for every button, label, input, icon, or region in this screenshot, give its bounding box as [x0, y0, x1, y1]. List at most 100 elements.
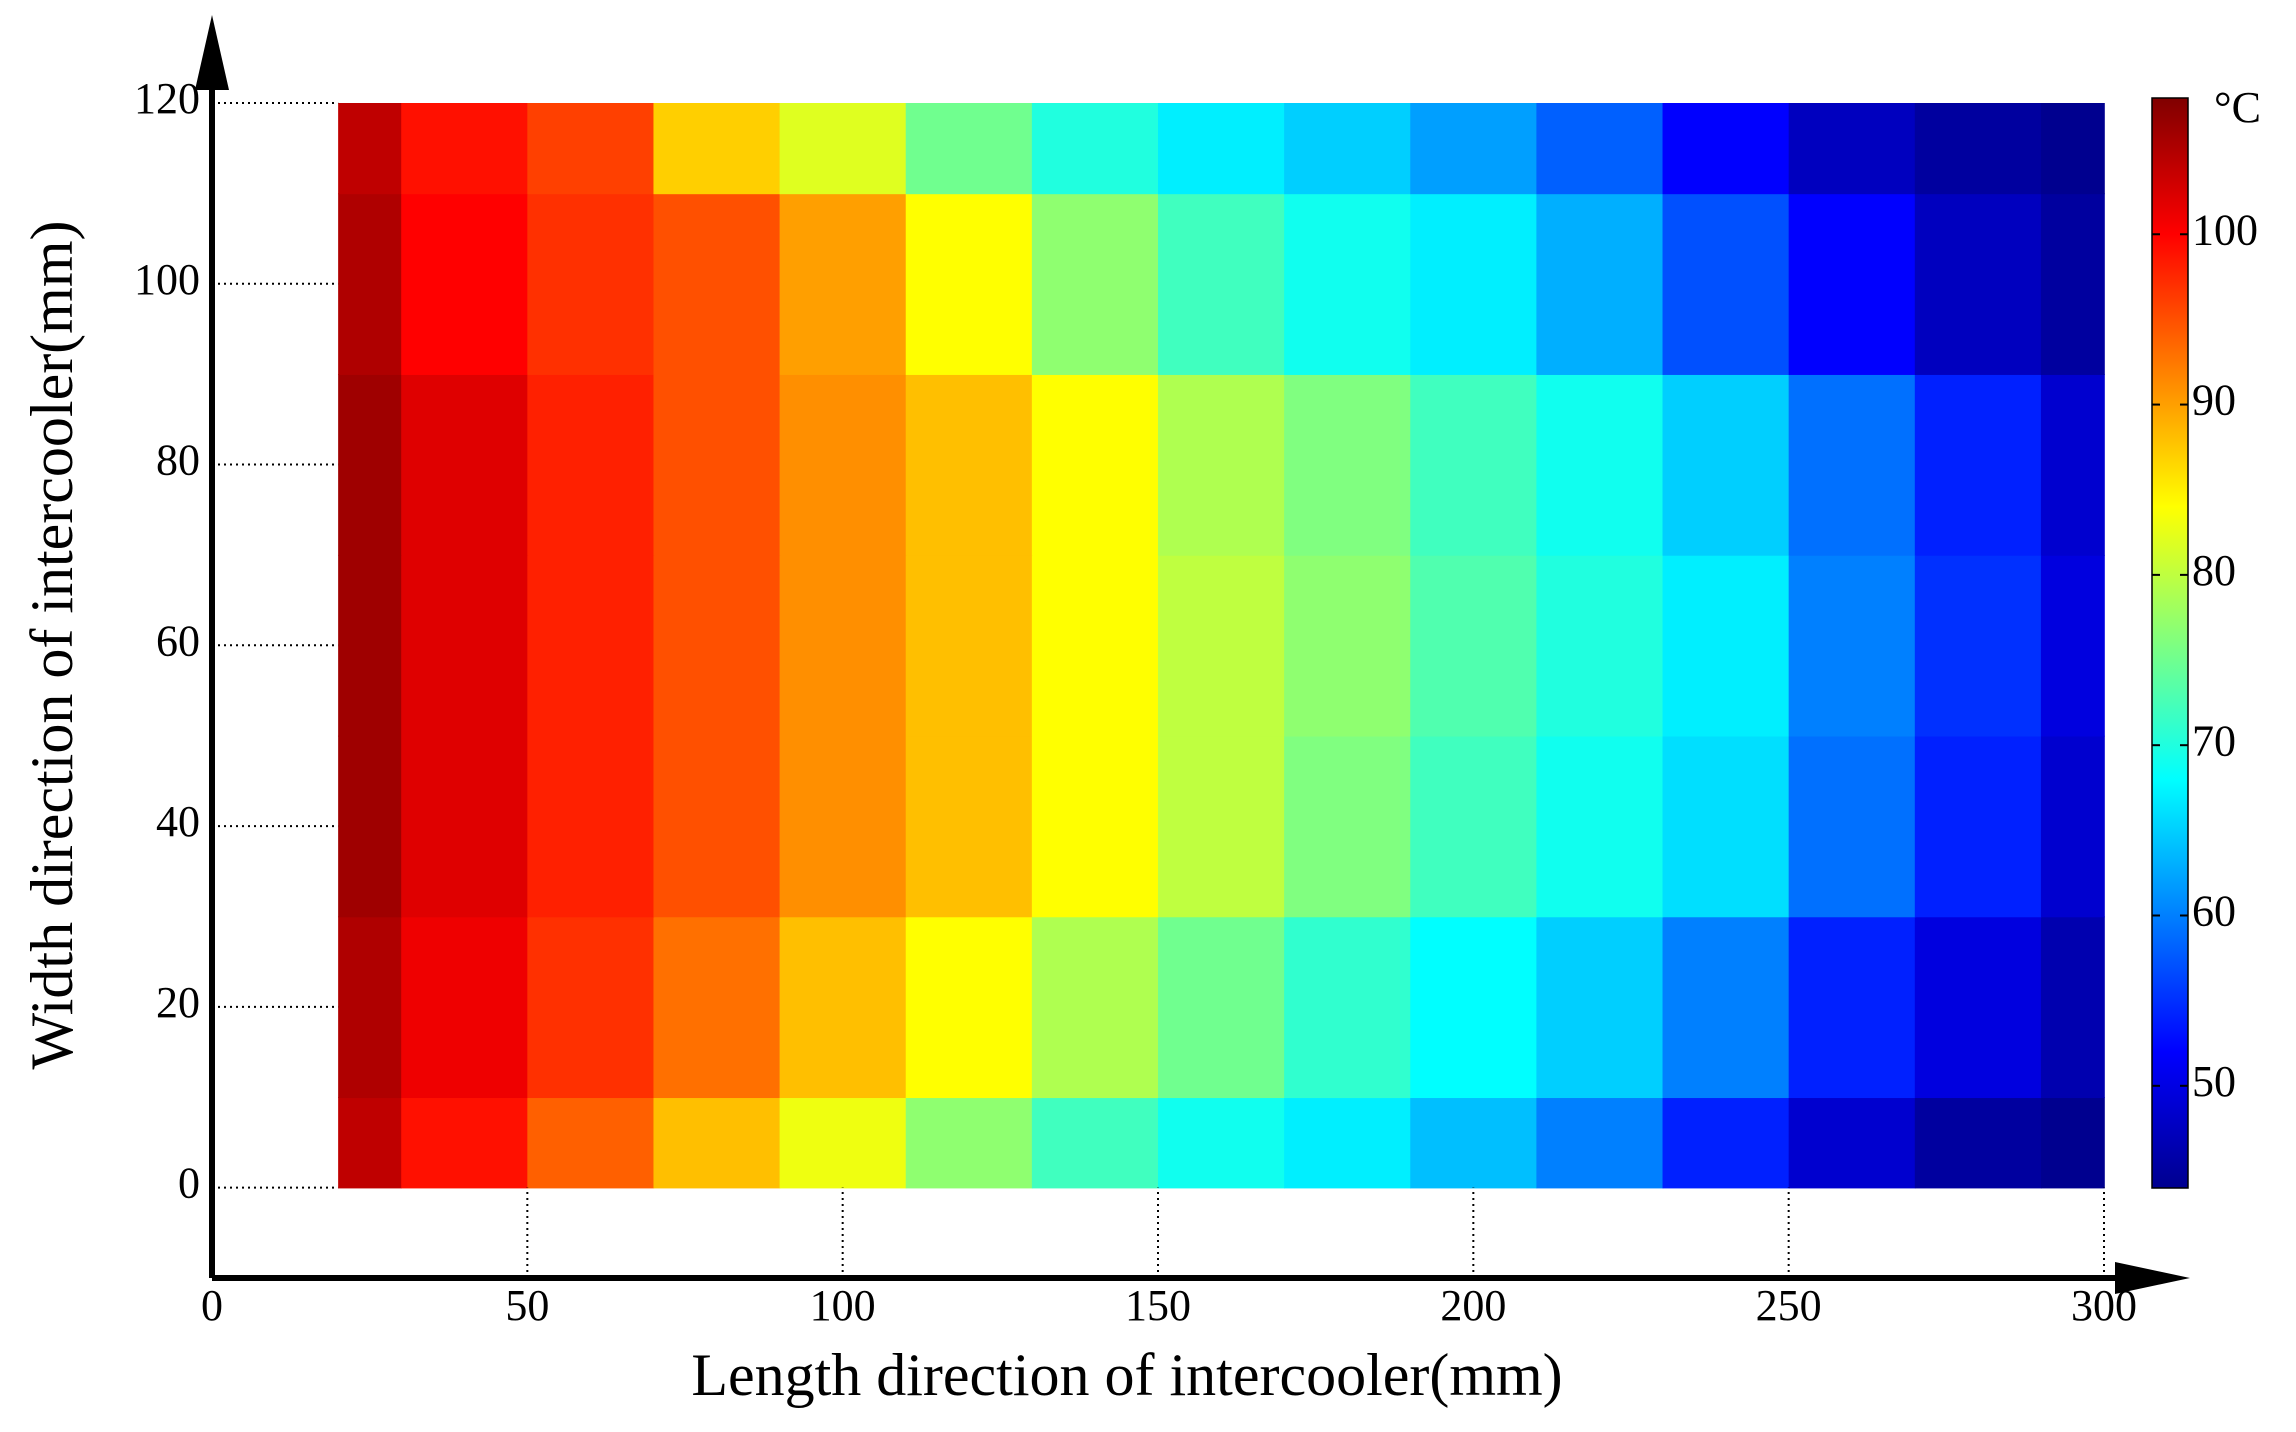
- colorbar-label: °C: [2214, 83, 2261, 132]
- heat-cell: [1914, 735, 2042, 918]
- x-tick-label: 100: [810, 1281, 876, 1330]
- heat-cell: [1410, 735, 1538, 918]
- heat-cell: [905, 916, 1033, 1099]
- x-tick-label: 150: [1125, 1281, 1191, 1330]
- colorbar-tick-label: 50: [2192, 1057, 2236, 1106]
- heat-cell: [401, 193, 529, 375]
- heat-cell: [527, 1097, 655, 1189]
- heat-cell: [905, 193, 1033, 375]
- heat-cell: [1662, 374, 1790, 556]
- heat-cell: [1788, 193, 1916, 375]
- colorbar-tick-label: 60: [2192, 887, 2236, 936]
- heat-cell: [1536, 1097, 1664, 1189]
- heatmap: [338, 103, 2105, 1189]
- heat-cell: [653, 103, 781, 195]
- heat-cell: [1410, 554, 1538, 737]
- heat-cell: [1031, 1097, 1159, 1189]
- y-tick-label: 120: [134, 74, 200, 123]
- heat-cell: [1914, 193, 2042, 375]
- heat-cell: [1536, 193, 1664, 375]
- heat-cell: [401, 103, 529, 195]
- heat-cell: [779, 916, 907, 1099]
- heat-cell: [2040, 103, 2105, 195]
- heat-cell: [1158, 554, 1285, 737]
- heat-cell: [338, 103, 402, 195]
- heat-cell: [1788, 374, 1916, 556]
- heat-cell: [1788, 1097, 1916, 1189]
- x-tick-label: 200: [1440, 1281, 1506, 1330]
- heat-cell: [1788, 554, 1916, 737]
- heat-cell: [1284, 1097, 1412, 1189]
- heat-cell: [1031, 193, 1159, 375]
- heat-cell: [401, 554, 529, 737]
- x-tick-label: 250: [1756, 1281, 1822, 1330]
- heat-cell: [905, 554, 1033, 737]
- heat-cell: [1788, 916, 1916, 1099]
- x-tick-label: 0: [201, 1281, 223, 1330]
- heat-cell: [779, 1097, 907, 1189]
- heat-cell: [527, 103, 655, 195]
- heat-cell: [905, 735, 1033, 918]
- heat-cell: [1536, 916, 1664, 1099]
- heat-cell: [1284, 193, 1412, 375]
- heat-cell: [2040, 916, 2105, 1099]
- heat-cell: [1158, 735, 1285, 918]
- heat-cell: [1158, 1097, 1285, 1189]
- heat-cell: [1914, 554, 2042, 737]
- heat-cell: [527, 374, 655, 556]
- y-tick-label: 20: [156, 978, 200, 1027]
- heat-cell: [401, 916, 529, 1099]
- heat-cell: [1662, 916, 1790, 1099]
- heat-cell: [1536, 374, 1664, 556]
- heat-cell: [653, 1097, 781, 1189]
- y-tick-label: 60: [156, 616, 200, 665]
- heat-cell: [1536, 554, 1664, 737]
- heat-cell: [1662, 193, 1790, 375]
- heat-cell: [905, 1097, 1033, 1189]
- heat-cell: [338, 735, 402, 918]
- heat-cell: [779, 193, 907, 375]
- heat-cell: [1914, 103, 2042, 195]
- heat-cell: [653, 916, 781, 1099]
- heat-cell: [1158, 374, 1285, 556]
- heat-cell: [1031, 374, 1159, 556]
- heat-cell: [1410, 374, 1538, 556]
- heat-cell: [2040, 193, 2105, 375]
- heat-cell: [653, 554, 781, 737]
- heat-cell: [527, 554, 655, 737]
- heat-cell: [1914, 1097, 2042, 1189]
- heat-cell: [1031, 554, 1159, 737]
- heat-cell: [401, 374, 529, 556]
- colorbar-tick-label: 80: [2192, 546, 2236, 595]
- heat-cell: [653, 193, 781, 375]
- heat-cell: [1158, 193, 1285, 375]
- heat-cell: [527, 193, 655, 375]
- heat-cell: [1031, 916, 1159, 1099]
- x-axis-title: Length direction of intercooler(mm): [691, 1342, 1562, 1408]
- heat-cell: [2040, 374, 2105, 556]
- heat-cell: [1284, 103, 1412, 195]
- heat-cell: [1662, 554, 1790, 737]
- y-tick-label: 40: [156, 797, 200, 846]
- heat-cell: [338, 1097, 402, 1189]
- heat-cell: [1662, 735, 1790, 918]
- heat-cell: [1158, 916, 1285, 1099]
- heat-cell: [338, 193, 402, 375]
- heat-cell: [1031, 103, 1159, 195]
- colorbar-tick-label: 90: [2192, 376, 2236, 425]
- heat-cell: [1284, 374, 1412, 556]
- heat-cell: [1284, 735, 1412, 918]
- heat-cell: [1410, 1097, 1538, 1189]
- heat-cell: [1410, 193, 1538, 375]
- colorbar-tick-label: 100: [2192, 205, 2258, 254]
- heat-cell: [653, 735, 781, 918]
- heat-cell: [1788, 735, 1916, 918]
- y-tick-label: 100: [134, 255, 200, 304]
- y-axis-arrow: [195, 15, 229, 90]
- heat-cell: [338, 916, 402, 1099]
- heat-cell: [338, 554, 402, 737]
- x-axis-arrow: [2115, 1262, 2190, 1294]
- y-axis-title: Width direction of intercooler(mm): [19, 221, 85, 1070]
- y-tick-label: 80: [156, 436, 200, 485]
